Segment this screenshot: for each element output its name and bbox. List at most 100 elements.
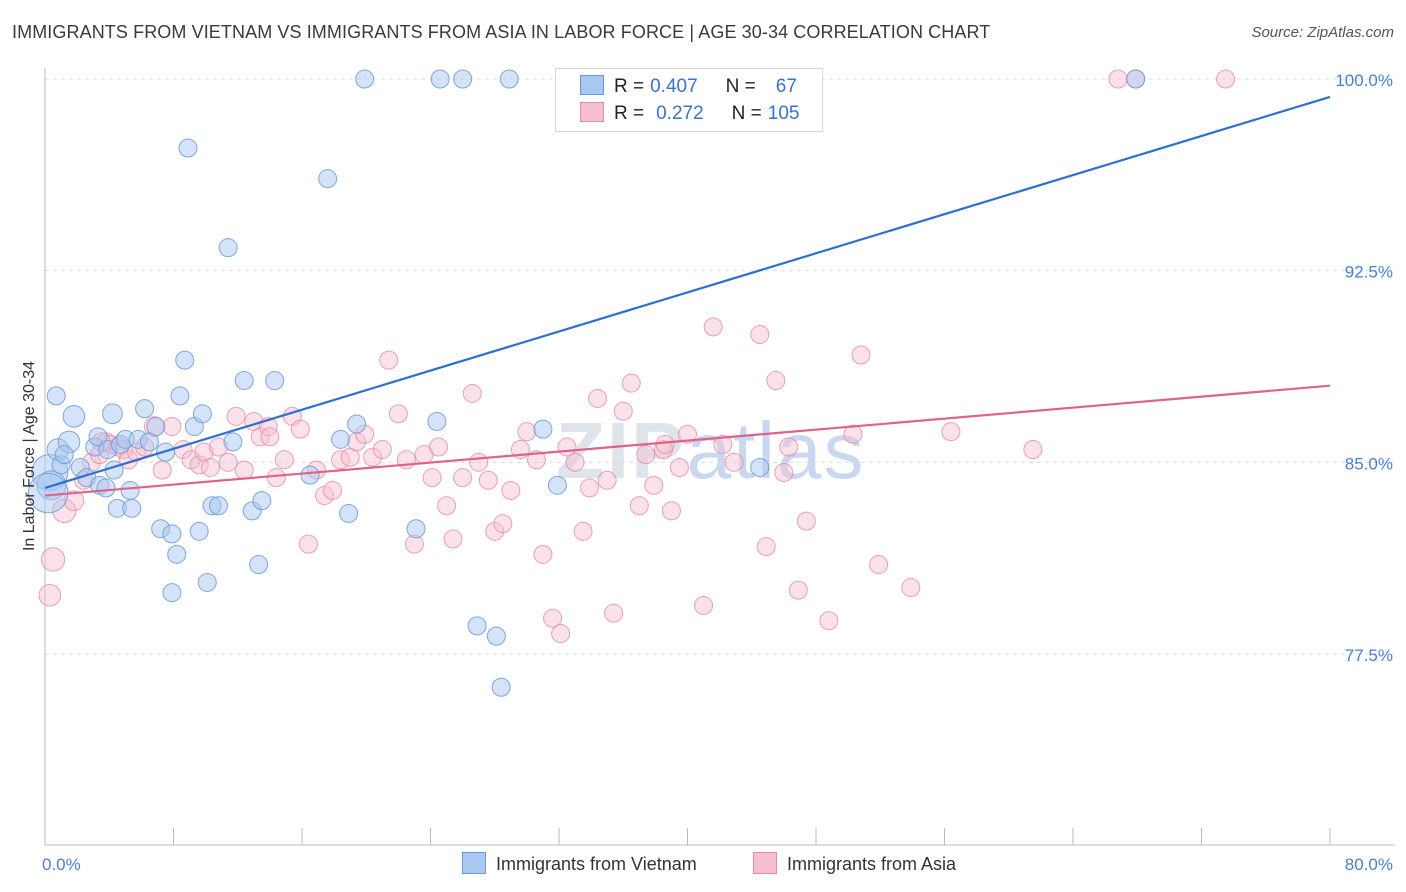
vietnam-point bbox=[355, 69, 375, 89]
stats-legend: R = 0.407 N = 67 R = 0.272 N = 105 bbox=[555, 68, 823, 132]
vietnam-point bbox=[162, 583, 182, 603]
asia-point bbox=[493, 514, 513, 534]
vietnam-point bbox=[331, 429, 351, 449]
asia-point bbox=[597, 470, 617, 490]
y-axis-title: In Labor Force | Age 30-34 bbox=[21, 361, 38, 551]
vietnam-point bbox=[318, 169, 338, 189]
vietnam-point bbox=[499, 69, 519, 89]
vietnam-point bbox=[300, 465, 320, 485]
asia-point bbox=[226, 406, 246, 426]
asia-point bbox=[774, 463, 794, 483]
asia-point bbox=[573, 521, 593, 541]
y-tick-label: 85.0% bbox=[1345, 454, 1393, 473]
asia-point bbox=[766, 371, 786, 391]
y-tick-label: 77.5% bbox=[1345, 646, 1393, 665]
asia-point bbox=[669, 457, 689, 477]
asia-point bbox=[644, 475, 664, 495]
vietnam-point bbox=[192, 404, 212, 424]
vietnam-point bbox=[102, 403, 123, 425]
asia-point bbox=[200, 457, 220, 477]
asia-point bbox=[788, 580, 808, 600]
watermark: ZIPatlas bbox=[556, 405, 865, 497]
vietnam-point bbox=[1126, 69, 1146, 89]
asia-point bbox=[218, 452, 238, 472]
x-tick-label-max: 80.0% bbox=[1345, 855, 1393, 874]
trend-lines bbox=[44, 95, 1331, 497]
y-tick-label: 100.0% bbox=[1335, 71, 1393, 90]
vietnam-point bbox=[175, 350, 195, 370]
vietnam-point bbox=[208, 496, 228, 516]
vietnam-point bbox=[252, 491, 272, 511]
asia-point bbox=[422, 468, 442, 488]
asia-point bbox=[274, 450, 294, 470]
asia-point bbox=[843, 424, 863, 444]
bottom-legend-label-vietnam: Immigrants from Vietnam bbox=[496, 854, 697, 874]
vietnam-point bbox=[178, 138, 198, 158]
asia-point bbox=[40, 547, 66, 572]
asia-point bbox=[485, 521, 505, 541]
legend-r-value-vietnam: 0.407 bbox=[650, 76, 698, 97]
gridlines bbox=[45, 78, 1395, 655]
asia-points bbox=[38, 69, 1236, 644]
asia-point bbox=[819, 611, 839, 631]
asia-point bbox=[724, 452, 744, 472]
asia-point bbox=[38, 583, 62, 607]
legend-swatch-vietnam bbox=[580, 75, 604, 95]
vietnam-point bbox=[189, 521, 209, 541]
asia-point bbox=[580, 478, 600, 498]
asia-point bbox=[462, 383, 482, 403]
vietnam-point bbox=[486, 626, 506, 646]
asia-point bbox=[756, 537, 776, 557]
asia-point bbox=[636, 445, 656, 465]
legend-swatch-asia bbox=[580, 102, 604, 122]
bottom-legend-swatch-vietnam bbox=[462, 852, 486, 874]
vietnam-point bbox=[146, 417, 166, 437]
asia-point bbox=[379, 350, 399, 370]
asia-point bbox=[661, 501, 681, 521]
asia-point bbox=[565, 452, 585, 472]
asia-point bbox=[869, 555, 889, 575]
asia-point bbox=[443, 529, 463, 549]
vietnam-point bbox=[96, 478, 116, 498]
asia-point bbox=[941, 422, 961, 442]
vietnam-point bbox=[750, 457, 770, 477]
vietnam-point bbox=[533, 419, 553, 439]
asia-point bbox=[298, 534, 318, 554]
vietnam-points bbox=[27, 69, 1146, 697]
asia-point bbox=[543, 608, 563, 628]
vietnam-point bbox=[427, 411, 447, 431]
asia-point bbox=[796, 511, 816, 531]
axis-labels: 77.5% 85.0% 92.5% 100.0% 0.0% 80.0% In Labor F… bbox=[21, 71, 1393, 874]
asia-point bbox=[604, 603, 624, 623]
legend-r-label: R = bbox=[614, 76, 645, 97]
asia-point bbox=[429, 437, 449, 457]
asia-point bbox=[469, 452, 489, 472]
vietnam-point bbox=[54, 445, 74, 465]
asia-point bbox=[372, 440, 392, 460]
asia-point bbox=[453, 468, 473, 488]
legend-row-vietnam: R = 0.407 N = 67 bbox=[580, 75, 797, 101]
asia-trend-line bbox=[44, 384, 1331, 497]
vietnam-point bbox=[547, 475, 567, 495]
vietnam-point bbox=[406, 519, 426, 539]
asia-point bbox=[250, 427, 270, 447]
vietnam-point bbox=[122, 498, 142, 518]
x-tick-label-min: 0.0% bbox=[42, 855, 81, 874]
vietnam-point bbox=[467, 616, 487, 636]
asia-point bbox=[162, 417, 182, 437]
asia-point bbox=[152, 460, 172, 480]
bottom-legend-swatch-asia bbox=[753, 852, 777, 874]
asia-point bbox=[517, 422, 537, 442]
bottom-legend-asia: Immigrants from Asia bbox=[753, 852, 956, 875]
vietnam-point bbox=[491, 677, 511, 697]
asia-point bbox=[621, 373, 641, 393]
asia-point bbox=[323, 480, 343, 500]
asia-point bbox=[694, 595, 714, 615]
vietnam-point bbox=[197, 572, 217, 592]
asia-point bbox=[703, 317, 723, 337]
legend-r-value-asia: 0.272 bbox=[656, 103, 704, 124]
vietnam-point bbox=[430, 69, 450, 89]
vietnam-point bbox=[167, 544, 187, 564]
vietnam-point bbox=[120, 480, 140, 500]
